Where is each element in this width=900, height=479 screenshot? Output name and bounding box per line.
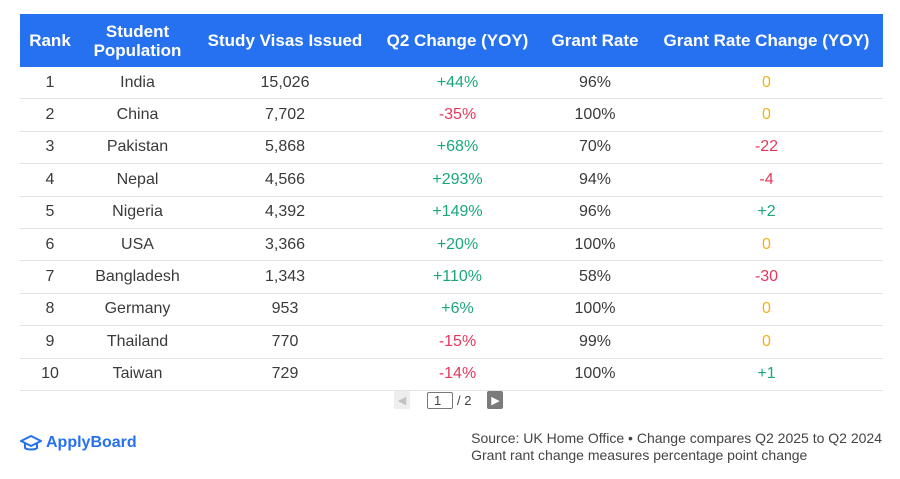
country-cell: Nigeria — [80, 196, 195, 229]
grant-rate-cell: 100% — [540, 98, 650, 132]
rank-cell: 8 — [20, 293, 80, 327]
q2-change-cell: +293% — [375, 163, 540, 197]
grant-rate-change-cell: 0 — [650, 67, 883, 100]
grant-rate-cell: 100% — [540, 228, 650, 262]
grant-rate-cell: 58% — [540, 260, 650, 294]
grant-rate-cell: 70% — [540, 131, 650, 165]
rank-cell: 2 — [20, 98, 80, 132]
table-row: 7 Bangladesh 1,343 +110% 58% -30 — [20, 260, 883, 294]
grant-rate-change-cell: 0 — [650, 228, 883, 262]
header-study-visas-issued: Study Visas Issued — [195, 14, 375, 67]
grant-rate-cell: 99% — [540, 325, 650, 359]
table-row: 4 Nepal 4,566 +293% 94% -4 — [20, 163, 883, 197]
table-row: 6 USA 3,366 +20% 100% 0 — [20, 228, 883, 262]
visas-cell: 15,026 — [195, 67, 375, 100]
country-cell: Bangladesh — [80, 260, 195, 294]
header-q2-change: Q2 Change (YOY) — [375, 14, 540, 67]
grant-rate-change-cell: +2 — [650, 196, 883, 229]
q2-change-cell: +149% — [375, 196, 540, 229]
table-row: 10 Taiwan 729 -14% 100% +1 — [20, 358, 883, 391]
visas-cell: 729 — [195, 358, 375, 391]
visas-cell: 953 — [195, 293, 375, 327]
q2-change-cell: +20% — [375, 228, 540, 262]
table-row: 2 China 7,702 -35% 100% 0 — [20, 98, 883, 132]
grant-rate-change-cell: 0 — [650, 293, 883, 327]
page-number-input[interactable]: 1 — [427, 391, 453, 409]
grant-rate-change-cell: -22 — [650, 131, 883, 165]
country-cell: Taiwan — [80, 358, 195, 391]
country-cell: Nepal — [80, 163, 195, 197]
rank-cell: 3 — [20, 131, 80, 165]
grant-rate-cell: 100% — [540, 358, 650, 391]
q2-change-cell: +68% — [375, 131, 540, 165]
visas-cell: 3,366 — [195, 228, 375, 262]
table-row: 5 Nigeria 4,392 +149% 96% +2 — [20, 196, 883, 229]
grant-rate-cell: 100% — [540, 293, 650, 327]
header-rank: Rank — [20, 14, 80, 67]
q2-change-cell: +44% — [375, 67, 540, 100]
visa-table-container: Rank Student Population Study Visas Issued Q… — [20, 14, 883, 391]
visas-cell: 4,392 — [195, 196, 375, 229]
q2-change-cell: +110% — [375, 260, 540, 294]
grant-rate-cell: 96% — [540, 67, 650, 100]
source-line-1: Source: UK Home Office • Change compares… — [471, 430, 882, 446]
grant-rate-change-cell: 0 — [650, 325, 883, 359]
brand-name: ApplyBoard — [46, 434, 137, 451]
header-student-population: Student Population — [80, 14, 195, 67]
chevron-right-icon: ▶ — [491, 394, 500, 407]
rank-cell: 7 — [20, 260, 80, 294]
table-header-row: Rank Student Population Study Visas Issued Q… — [20, 14, 883, 67]
visas-cell: 770 — [195, 325, 375, 359]
q2-change-cell: -15% — [375, 325, 540, 359]
source-note: Source: UK Home Office • Change compares… — [471, 430, 882, 464]
visas-cell: 4,566 — [195, 163, 375, 197]
q2-change-cell: -35% — [375, 98, 540, 132]
applyboard-logo[interactable]: ApplyBoard — [20, 434, 137, 452]
q2-change-cell: -14% — [375, 358, 540, 391]
grant-rate-change-cell: -4 — [650, 163, 883, 197]
prev-page-button[interactable]: ◀ — [394, 391, 410, 409]
grant-rate-cell: 96% — [540, 196, 650, 229]
country-cell: USA — [80, 228, 195, 262]
q2-change-cell: +6% — [375, 293, 540, 327]
source-line-2: Grant rant change measures percentage po… — [471, 447, 808, 463]
rank-cell: 4 — [20, 163, 80, 197]
table-row: 1 India 15,026 +44% 96% 0 — [20, 67, 883, 100]
page-total: / 2 — [457, 392, 472, 408]
grant-rate-change-cell: -30 — [650, 260, 883, 294]
country-cell: Germany — [80, 293, 195, 327]
rank-cell: 6 — [20, 228, 80, 262]
visas-cell: 1,343 — [195, 260, 375, 294]
grant-rate-cell: 94% — [540, 163, 650, 197]
rank-cell: 9 — [20, 325, 80, 359]
rank-cell: 10 — [20, 358, 80, 391]
visas-cell: 5,868 — [195, 131, 375, 165]
table-row: 9 Thailand 770 -15% 99% 0 — [20, 325, 883, 359]
chevron-left-icon: ◀ — [397, 394, 407, 407]
graduation-cap-icon — [20, 435, 42, 451]
table-body: 1 India 15,026 +44% 96% 0 2 China 7,702 -35% 100% 0… — [20, 67, 883, 391]
header-grant-rate-change: Grant Rate Change (YOY) — [650, 14, 883, 67]
grant-rate-change-cell: 0 — [650, 98, 883, 132]
rank-cell: 5 — [20, 196, 80, 229]
visas-cell: 7,702 — [195, 98, 375, 132]
grant-rate-change-cell: +1 — [650, 358, 883, 391]
table-row: 8 Germany 953 +6% 100% 0 — [20, 293, 883, 327]
table-row: 3 Pakistan 5,868 +68% 70% -22 — [20, 131, 883, 165]
rank-cell: 1 — [20, 67, 80, 100]
country-cell: Thailand — [80, 325, 195, 359]
pagination: ◀ 1 / 2 ▶ — [394, 390, 504, 410]
country-cell: China — [80, 98, 195, 132]
header-grant-rate: Grant Rate — [540, 14, 650, 67]
country-cell: India — [80, 67, 195, 100]
visa-table: Rank Student Population Study Visas Issued Q… — [20, 14, 883, 391]
next-page-button[interactable]: ▶ — [487, 391, 504, 409]
country-cell: Pakistan — [80, 131, 195, 165]
